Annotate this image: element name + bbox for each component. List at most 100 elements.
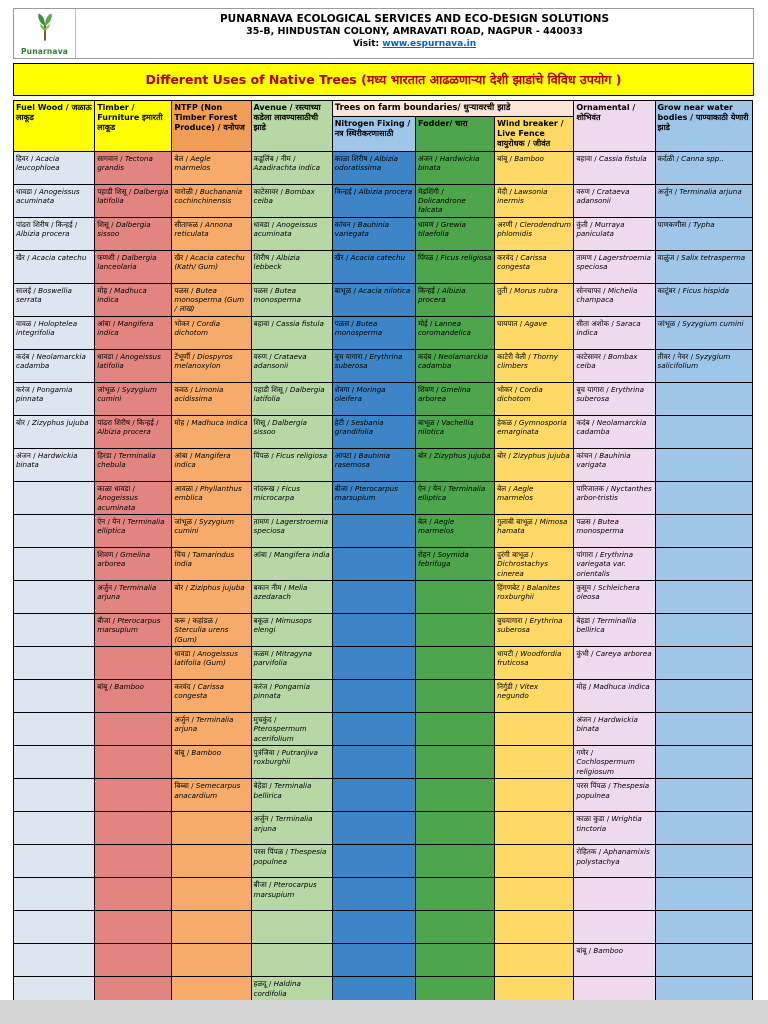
table-row: परस पिंपळ / Thespesia populnea रोहितक / A… — [12, 844, 754, 879]
tree-cell-wind-breaker — [494, 943, 575, 978]
table-row: कदंब / Neolamarckia cadamba धावडा / Anoge… — [12, 348, 754, 383]
tree-cell-avenue: काटेसावर / Bombax ceiba — [250, 183, 333, 218]
tree-cell-avenue: कडूलिंब / नीम / Azadirachta indica — [250, 150, 333, 185]
tree-cell-avenue: मुचकुंद / Pterospermum acerifolium — [250, 712, 333, 747]
tree-cell-ornamental: बांबू / Bamboo — [573, 943, 656, 978]
tree-cell-water-bodies — [654, 612, 754, 648]
tree-cell-timber: ऐन / येन / Terminalia elliptica — [94, 513, 173, 548]
tree-cell-avenue: पहाडी शिसू / Dalbergia latifolia — [250, 381, 333, 416]
table-row: सालई / Boswellia serrata मोह / Madhuca in… — [12, 282, 754, 317]
tree-cell-ornamental: सीता अशोक / Saraca indica — [573, 315, 656, 350]
visit-link[interactable]: www.espurnava.in — [382, 39, 477, 49]
tree-cell-fuel-wood: पांढरा शिरीष / किन्हई / Albizia procera — [12, 216, 96, 251]
farm-boundaries-group-header: Trees on farm boundaries/ धुऱ्यावरची झाड… — [331, 100, 575, 117]
tree-cell-nitrogen-fixing: आपटा / Bauhinia rasemosa — [331, 447, 416, 482]
tree-cell-nitrogen-fixing: पळस / Butea monosperma — [331, 315, 416, 350]
tree-cell-fuel-wood — [12, 910, 96, 945]
tree-cell-avenue: आंबा / Mangifera india — [250, 546, 333, 581]
tree-cell-wind-breaker — [494, 910, 575, 945]
tree-cell-avenue: नांदरूख / Ficus microcarpa — [250, 480, 333, 515]
tree-cell-fodder: किन्हई / Albizia procera — [414, 282, 496, 317]
tree-cell-wind-breaker — [494, 778, 575, 813]
tree-cell-ntfp — [171, 976, 252, 1000]
tree-cell-ornamental: पळस / Butea monosperma — [573, 513, 656, 548]
tree-cell-ntfp: मोह / Madhuca indica — [171, 414, 252, 449]
tree-cell-wind-breaker: काटेरी वेली / Thorny climbers — [494, 348, 575, 383]
tree-cell-wind-breaker: घायपात / Agave — [494, 315, 575, 350]
tree-cell-wind-breaker: निर्गुडी / Vitex negundo — [494, 679, 575, 714]
tree-cell-fodder — [414, 778, 496, 813]
table-row: बीजा / Pterocarpus marsupium — [12, 877, 754, 912]
tree-cell-wind-breaker: बोर / Zizyphus jujuba — [494, 447, 575, 482]
column-header-wind-breaker: Wind breaker / Live Fence वायुरोधक / जीव… — [494, 115, 575, 152]
tree-cell-fodder: रोहन / Soymida febrifuga — [414, 546, 496, 581]
tree-cell-water-bodies — [654, 513, 754, 548]
tree-cell-ntfp: आवळा / Phyllanthus emblica — [171, 480, 252, 515]
tree-cell-timber — [94, 646, 173, 681]
table-row: अर्जुन / Terminalia arjuna मुचकुंद / Pter… — [12, 712, 754, 747]
tree-cell-ornamental: पारिजातक / Nyctanthes arbor-tristis — [573, 480, 656, 515]
table-row: बांबू / Bamboo — [12, 943, 754, 978]
logo-wordmark: Punarnava — [20, 47, 69, 56]
tree-cell-timber: सागवान / Tectona grandis — [94, 150, 173, 185]
tree-cell-fodder: धामण / Grewia tilaefolia — [414, 216, 496, 251]
tree-cell-ntfp — [171, 943, 252, 978]
tree-cell-water-bodies: तीवर / नेवर / Syzygium salicifolium — [654, 348, 754, 383]
visit-label: Visit: — [352, 39, 383, 49]
tree-cell-fuel-wood: बोर / Zizyphus jujuba — [12, 414, 96, 449]
table-row: करंज / Pongamia pinnata जांभूळ / Syzygium… — [12, 381, 754, 416]
tree-cell-fodder — [414, 943, 496, 978]
tree-cell-fuel-wood — [12, 976, 96, 1000]
tree-cell-timber: शिवण / Gmelina arborea — [94, 546, 173, 581]
tree-cell-ntfp: कवठ / Limonia acidissima — [171, 381, 252, 416]
tree-cell-fuel-wood — [12, 480, 96, 515]
org-address: 35-B, HINDUSTAN COLONY, AMRAVATI ROAD, N… — [246, 26, 583, 37]
tree-cell-fuel-wood — [12, 612, 96, 648]
table-row: शिवण / Gmelina arborea चिंच / Tamarindus … — [12, 546, 754, 581]
tree-cell-avenue: पळस / Butea monosperma — [250, 282, 333, 317]
tree-cell-nitrogen-fixing — [331, 778, 416, 813]
tree-cell-nitrogen-fixing — [331, 712, 416, 747]
tree-cell-ornamental: बूच यागारा / Erythrina suberosa — [573, 381, 656, 416]
tree-cell-wind-breaker: धायटी / Woodfordia fruticosa — [494, 646, 575, 681]
tree-cell-nitrogen-fixing — [331, 579, 416, 614]
tree-cell-fuel-wood — [12, 745, 96, 780]
table-row: पांढरा शिरीष / किन्हई / Albizia procera श… — [12, 216, 754, 251]
tree-cell-ornamental — [573, 877, 656, 912]
tree-cell-ntfp: करू / कहांडळ / Sterculia urens (Gum) — [171, 612, 252, 648]
tree-cell-avenue: कळम / Mitragyna parvifolia — [250, 646, 333, 681]
tree-cell-timber — [94, 778, 173, 813]
column-header-water-bodies: Grow near water bodies / पाण्याकाठी येणा… — [654, 100, 754, 152]
tree-cell-timber — [94, 844, 173, 879]
tree-cell-water-bodies — [654, 646, 754, 681]
tree-cell-ornamental: कांचन / Bauhinia varigata — [573, 447, 656, 482]
tree-cell-ornamental: काटेसावर / Bombax ceiba — [573, 348, 656, 383]
tree-cell-ntfp: खैर / Acacia catechu (Kath/ Gum) — [171, 249, 252, 284]
tree-cell-water-bodies: कर्दळी / Canna spp.. — [654, 150, 754, 185]
tree-cell-ornamental: रोहितक / Aphanamixis polystachya — [573, 844, 656, 879]
tree-cell-ornamental: अंजन / Hardwickia binata — [573, 712, 656, 747]
tree-cell-wind-breaker — [494, 745, 575, 780]
tree-cell-ornamental: सोनचाफा / Michelia champaca — [573, 282, 656, 317]
tree-cell-nitrogen-fixing — [331, 844, 416, 879]
tree-cell-avenue: तामण / Lagerstroemia speciosa — [250, 513, 333, 548]
tree-cell-ntfp: चारोळी / Buchanania cochinchinensis — [171, 183, 252, 218]
tree-cell-ornamental: परस पिंपळ / Thespesia populnea — [573, 778, 656, 813]
tree-cell-fodder — [414, 910, 496, 945]
tree-cell-timber: मोह / Madhuca indica — [94, 282, 173, 317]
tree-cell-wind-breaker: बेल / Aegle marmelos — [494, 480, 575, 515]
tree-cell-avenue: धावडा / Anogeissus acuminata — [250, 216, 333, 251]
tree-cell-ornamental: काळा कुडा / Wrightia tinctoria — [573, 811, 656, 846]
tree-cell-avenue — [250, 910, 333, 945]
tree-cell-timber — [94, 877, 173, 912]
tree-cell-wind-breaker — [494, 811, 575, 846]
tree-cell-wind-breaker: मेंदी / Lawsonia inermis — [494, 183, 575, 218]
tree-cell-timber: आंबा / Mangifera indica — [94, 315, 173, 350]
table-row: हळदू / Haldina cordifolia — [12, 976, 754, 1000]
tree-cell-nitrogen-fixing — [331, 646, 416, 681]
tree-cell-fodder: मेढशिंगी / Dolicandrone falcata — [414, 183, 496, 218]
tree-cell-avenue — [250, 943, 333, 978]
tree-cell-ntfp: जांभूळ / Syzygium cumini — [171, 513, 252, 548]
tree-cell-avenue: बीजा / Pterocarpus marsupium — [250, 877, 333, 912]
tree-cell-avenue: बकूळ / Mimusops elengi — [250, 612, 333, 648]
